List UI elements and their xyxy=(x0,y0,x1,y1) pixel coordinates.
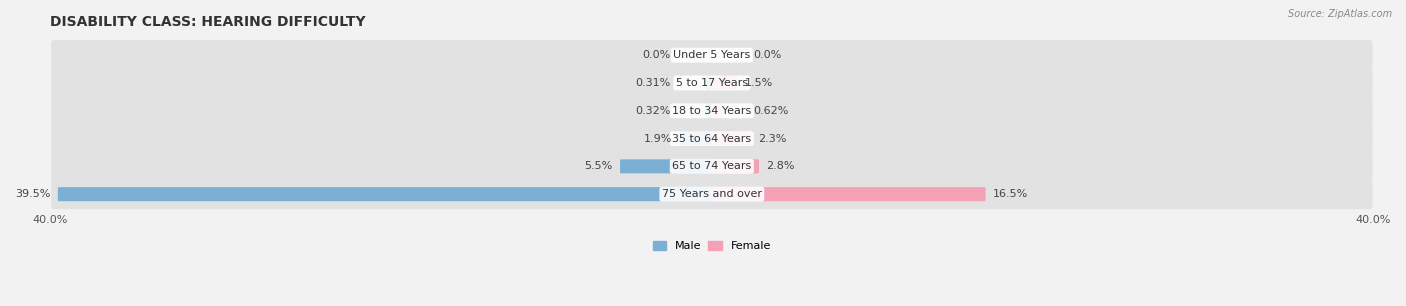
Text: 35 to 64 Years: 35 to 64 Years xyxy=(672,133,751,144)
Text: Under 5 Years: Under 5 Years xyxy=(673,50,751,60)
Text: 5.5%: 5.5% xyxy=(585,161,613,171)
Legend: Male, Female: Male, Female xyxy=(648,236,775,256)
FancyBboxPatch shape xyxy=(711,187,986,201)
FancyBboxPatch shape xyxy=(711,132,751,146)
FancyBboxPatch shape xyxy=(51,96,1372,126)
Text: 0.0%: 0.0% xyxy=(643,50,671,60)
FancyBboxPatch shape xyxy=(51,124,1372,154)
Text: 2.3%: 2.3% xyxy=(758,133,786,144)
FancyBboxPatch shape xyxy=(711,76,738,90)
FancyBboxPatch shape xyxy=(51,40,1372,70)
Text: 65 to 74 Years: 65 to 74 Years xyxy=(672,161,751,171)
Text: 75 Years and over: 75 Years and over xyxy=(662,189,762,199)
Text: 16.5%: 16.5% xyxy=(993,189,1028,199)
FancyBboxPatch shape xyxy=(58,187,713,201)
FancyBboxPatch shape xyxy=(711,104,723,118)
FancyBboxPatch shape xyxy=(51,179,1372,209)
Text: Source: ZipAtlas.com: Source: ZipAtlas.com xyxy=(1288,9,1392,19)
Text: 18 to 34 Years: 18 to 34 Years xyxy=(672,106,751,116)
Text: 0.32%: 0.32% xyxy=(636,106,671,116)
FancyBboxPatch shape xyxy=(706,76,713,90)
Text: 0.62%: 0.62% xyxy=(754,106,789,116)
FancyBboxPatch shape xyxy=(711,159,759,174)
FancyBboxPatch shape xyxy=(51,68,1372,98)
Text: 2.8%: 2.8% xyxy=(766,161,794,171)
Text: 0.0%: 0.0% xyxy=(754,50,782,60)
Text: 5 to 17 Years: 5 to 17 Years xyxy=(676,78,748,88)
FancyBboxPatch shape xyxy=(51,151,1372,181)
Text: 0.31%: 0.31% xyxy=(636,78,671,88)
FancyBboxPatch shape xyxy=(706,104,713,118)
Text: 39.5%: 39.5% xyxy=(15,189,51,199)
Text: 1.5%: 1.5% xyxy=(745,78,773,88)
FancyBboxPatch shape xyxy=(620,159,713,174)
Text: 1.9%: 1.9% xyxy=(644,133,672,144)
Text: DISABILITY CLASS: HEARING DIFFICULTY: DISABILITY CLASS: HEARING DIFFICULTY xyxy=(51,15,366,29)
FancyBboxPatch shape xyxy=(679,132,713,146)
